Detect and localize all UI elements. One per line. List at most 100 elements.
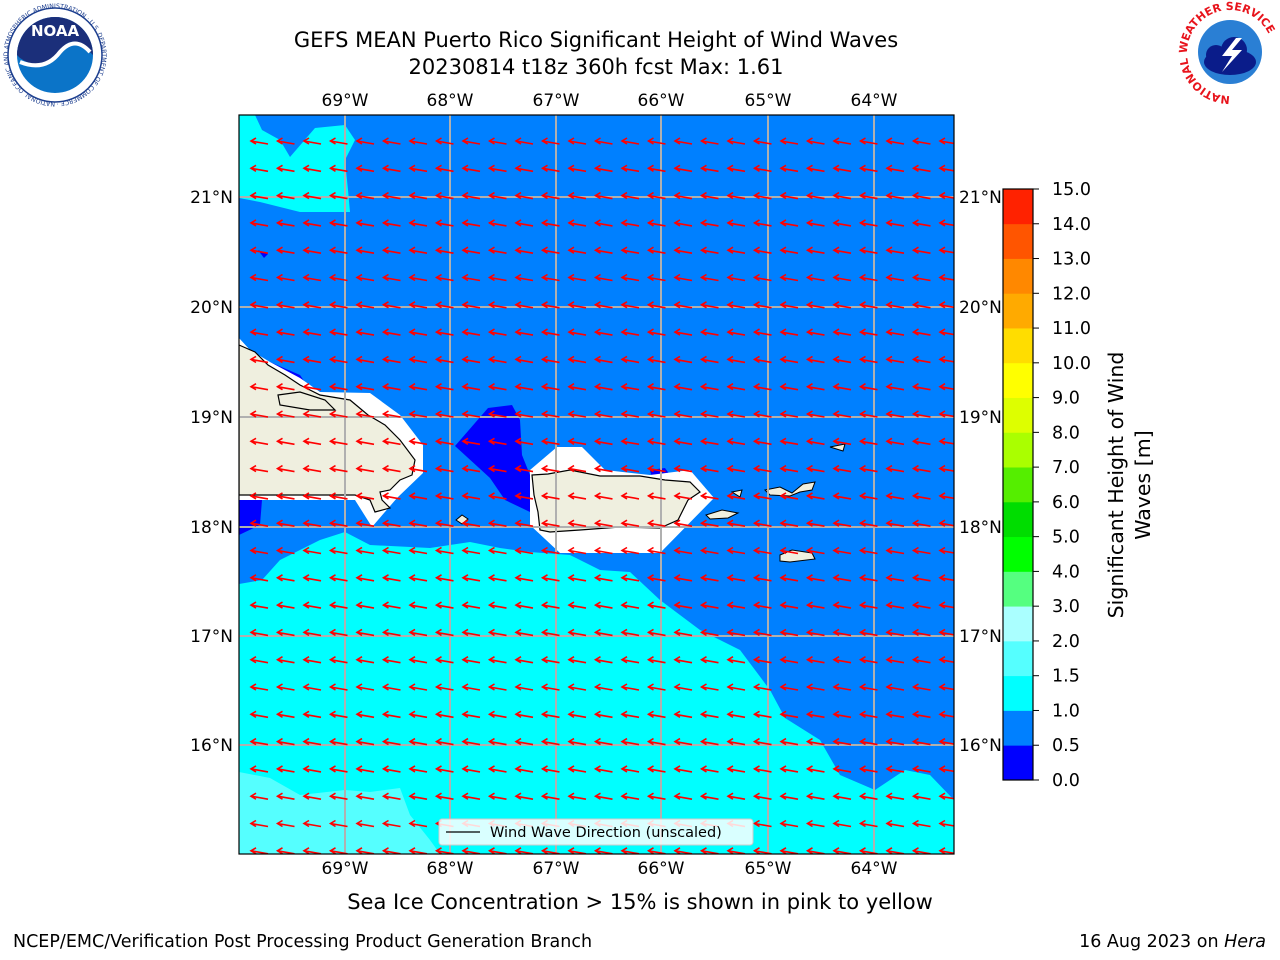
wave-arrow (646, 519, 666, 527)
wave-arrow (540, 137, 560, 145)
wave-arrow (726, 601, 746, 609)
wave-arrow (567, 519, 587, 527)
wave-arrow (567, 847, 587, 854)
wave-arrow (381, 656, 401, 664)
lat-label-left: 19°N (190, 408, 233, 428)
wave-arrow (487, 191, 507, 200)
wave-arrow (858, 219, 878, 227)
wave-arrow (275, 765, 295, 773)
wave-arrow (461, 519, 481, 527)
wave-arrow (514, 355, 534, 364)
wave-arrow (620, 328, 640, 336)
wave-arrow (249, 464, 269, 473)
wave-arrow (514, 656, 534, 664)
wave-arrow (249, 191, 269, 200)
wave-arrow (408, 492, 428, 500)
wave-arrow (752, 191, 772, 200)
wave-arrow (646, 137, 666, 145)
wave-arrow (832, 737, 852, 746)
wave-arrow (858, 628, 878, 637)
wave-arrow (832, 628, 852, 637)
wave-arrow (567, 628, 587, 637)
wave-arrow (858, 819, 878, 828)
wave-region-cyan-south (239, 532, 954, 854)
wave-arrow (858, 737, 878, 746)
wave-arrow (699, 683, 719, 691)
wave-arrow (567, 792, 587, 800)
wave-arrow (726, 628, 746, 637)
wave-arrow (302, 656, 322, 664)
wave-arrow (779, 219, 799, 227)
wave-arrow (514, 546, 534, 555)
colorbar-tick-label: 2.0 (1052, 632, 1080, 652)
wave-arrow (328, 492, 348, 500)
wave-arrow (779, 628, 799, 637)
wave-arrow (328, 437, 348, 446)
wave-arrow (620, 137, 640, 145)
wave-arrow (593, 519, 613, 527)
wave-arrow (779, 191, 799, 200)
wave-arrow (487, 847, 507, 854)
wave-arrow (275, 574, 295, 582)
wave-arrow (726, 737, 746, 746)
wave-arrow (408, 574, 428, 582)
wave-arrow (487, 683, 507, 691)
wave-arrow (408, 273, 428, 282)
wave-arrow (328, 328, 348, 336)
wave-arrow (805, 219, 825, 227)
wave-arrow (858, 683, 878, 691)
wave-arrow (673, 219, 693, 227)
wave-arrow (805, 765, 825, 773)
wave-arrow (514, 601, 534, 609)
wave-arrow (805, 847, 825, 854)
wave-arrow (328, 574, 348, 582)
wave-arrow (355, 656, 375, 664)
wave-arrow (805, 819, 825, 828)
wave-arrow (805, 601, 825, 609)
wave-arrow (540, 410, 560, 418)
wave-arrow (381, 328, 401, 336)
wave-arrow (249, 355, 269, 364)
wave-arrow (434, 137, 454, 145)
wave-arrow (805, 628, 825, 637)
wave-arrow (514, 792, 534, 800)
lon-label-top: 67°W (533, 91, 580, 111)
wave-arrow (514, 273, 534, 282)
wave-arrow (275, 273, 295, 282)
wave-arrow (514, 737, 534, 746)
wave-arrow (805, 546, 825, 555)
wave-arrow (832, 792, 852, 800)
wave-arrow (726, 656, 746, 664)
wave-arrow (408, 819, 428, 828)
wave-arrow (779, 164, 799, 173)
wave-arrow (434, 765, 454, 773)
wave-arrow (779, 464, 799, 473)
wave-arrow (832, 273, 852, 282)
wave-arrow (355, 437, 375, 446)
graticule (239, 115, 954, 854)
wave-arrow (540, 601, 560, 609)
wave-arrow (752, 710, 772, 719)
wave-arrow (911, 574, 931, 582)
wave-arrow (832, 137, 852, 145)
wave-arrow (620, 492, 640, 500)
wave-arrow (620, 546, 640, 555)
wave-arrow (249, 765, 269, 773)
wave-arrow (858, 246, 878, 254)
wave-arrow (461, 355, 481, 364)
wave-arrow (938, 301, 954, 309)
chart-title: GEFS MEAN Puerto Rico Significant Height… (293, 28, 899, 52)
wave-arrow (434, 383, 454, 391)
wave-arrow (699, 437, 719, 446)
wave-arrow (593, 355, 613, 364)
wave-arrow (408, 328, 428, 336)
wave-arrow (355, 601, 375, 609)
wave-arrow (646, 355, 666, 364)
wave-arrow (328, 656, 348, 664)
wave-arrow (487, 628, 507, 637)
wave-arrow (514, 464, 534, 473)
colorbar-segment (1003, 397, 1033, 433)
wave-arrow (673, 301, 693, 309)
wave-arrow (779, 437, 799, 446)
wave-arrow (461, 219, 481, 227)
